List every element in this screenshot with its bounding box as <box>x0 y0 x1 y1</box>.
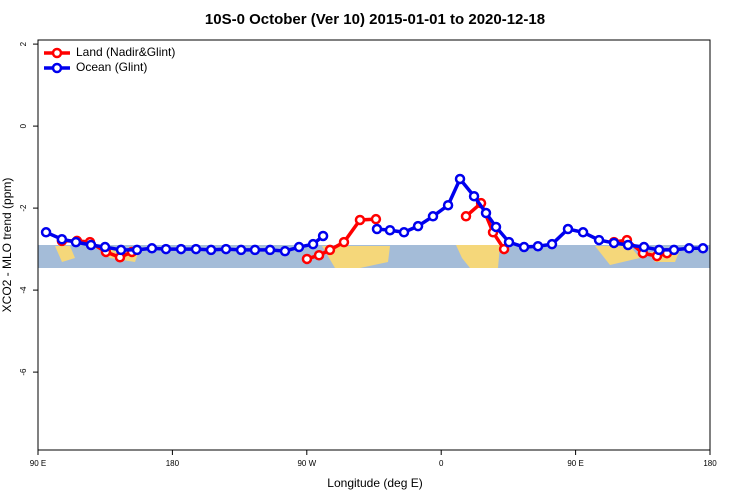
data-point <box>398 227 410 238</box>
x-tick-label: 180 <box>703 459 717 468</box>
data-point <box>205 244 217 256</box>
data-point <box>317 230 329 242</box>
chart-title: 10S-0 October (Ver 10) 2015-01-01 to 202… <box>205 11 545 28</box>
data-point <box>371 223 383 235</box>
x-tick-label: 90 E <box>567 459 583 468</box>
data-point <box>442 199 454 211</box>
data-point <box>622 239 634 251</box>
legend-marker <box>51 62 63 74</box>
x-tick-label: 90 W <box>297 459 316 468</box>
data-point <box>131 244 143 256</box>
data-point <box>235 244 247 256</box>
data-point <box>338 236 350 248</box>
data-point <box>683 243 695 254</box>
data-point <box>40 227 52 238</box>
data-point <box>293 241 305 253</box>
data-point <box>146 243 158 254</box>
data-point <box>490 221 502 233</box>
data-point <box>412 220 424 232</box>
y-tick-label: -6 <box>19 368 28 376</box>
data-point <box>460 211 472 222</box>
data-point <box>175 243 187 255</box>
data-point <box>454 173 466 185</box>
data-point <box>115 244 127 256</box>
y-tick-label: 2 <box>19 41 28 46</box>
data-point <box>498 243 510 255</box>
y-tick-label: -4 <box>19 286 28 294</box>
data-point <box>301 253 313 265</box>
y-tick-label: -2 <box>19 204 28 212</box>
data-point <box>307 238 319 250</box>
data-point <box>313 250 325 261</box>
data-point <box>653 244 665 256</box>
data-point <box>354 214 366 226</box>
data-point <box>85 239 97 251</box>
data-point <box>638 241 650 253</box>
x-tick-label: 180 <box>166 459 180 468</box>
data-point <box>70 236 82 248</box>
legend-marker <box>51 47 63 59</box>
x-tick-label: 90 E <box>30 459 46 468</box>
data-point <box>546 238 558 250</box>
y-axis-label: XCO2 - MLO trend (ppm) <box>0 178 14 313</box>
data-point <box>279 245 291 257</box>
data-point <box>608 237 620 249</box>
data-point <box>220 243 232 255</box>
data-point <box>384 224 396 236</box>
data-point <box>593 234 605 246</box>
x-axis-label: Longitude (deg E) <box>327 476 422 490</box>
data-point <box>370 213 382 225</box>
data-point <box>427 211 439 222</box>
data-point <box>249 244 261 256</box>
y-tick-label: 0 <box>19 123 28 128</box>
x-tick-label: 0 <box>439 459 444 468</box>
data-point <box>697 243 709 254</box>
data-point <box>99 241 111 253</box>
legend-label: Land (Nadir&Glint) <box>76 45 175 59</box>
data-point <box>577 227 589 238</box>
data-point <box>532 240 544 252</box>
data-point <box>56 234 68 245</box>
plot-frame <box>37 39 711 451</box>
legend-label: Ocean (Glint) <box>76 60 147 74</box>
data-point <box>518 241 530 253</box>
data-point <box>562 223 574 235</box>
data-point <box>668 244 680 256</box>
data-point <box>264 244 276 256</box>
data-point <box>468 190 480 202</box>
data-point <box>503 236 515 248</box>
data-point <box>324 244 336 256</box>
data-point <box>190 243 202 255</box>
data-point <box>160 243 172 255</box>
data-point <box>480 207 492 219</box>
